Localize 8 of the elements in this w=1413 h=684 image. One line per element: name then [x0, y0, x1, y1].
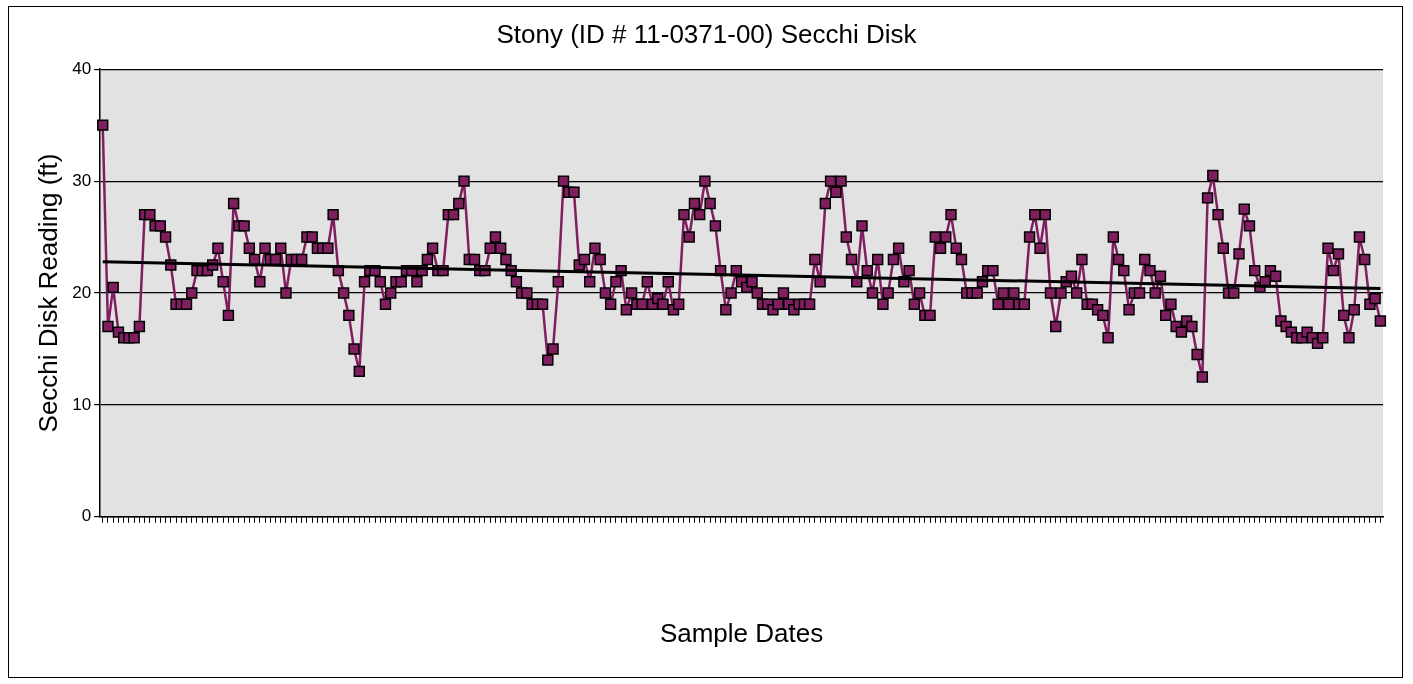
y-tick-label: 30 — [72, 170, 92, 190]
x-axis-title: Sample Dates — [659, 617, 824, 648]
y-tick-label: 10 — [72, 394, 92, 414]
y-axis-title: Secchi Disk Reading (ft) — [32, 153, 63, 433]
y-tick-label: 40 — [72, 58, 92, 78]
y-tick-label: 20 — [72, 282, 92, 302]
chart-title: Stony (ID # 11-0371-00) Secchi Disk — [496, 18, 918, 49]
y-tick-label: 0 — [81, 506, 92, 526]
